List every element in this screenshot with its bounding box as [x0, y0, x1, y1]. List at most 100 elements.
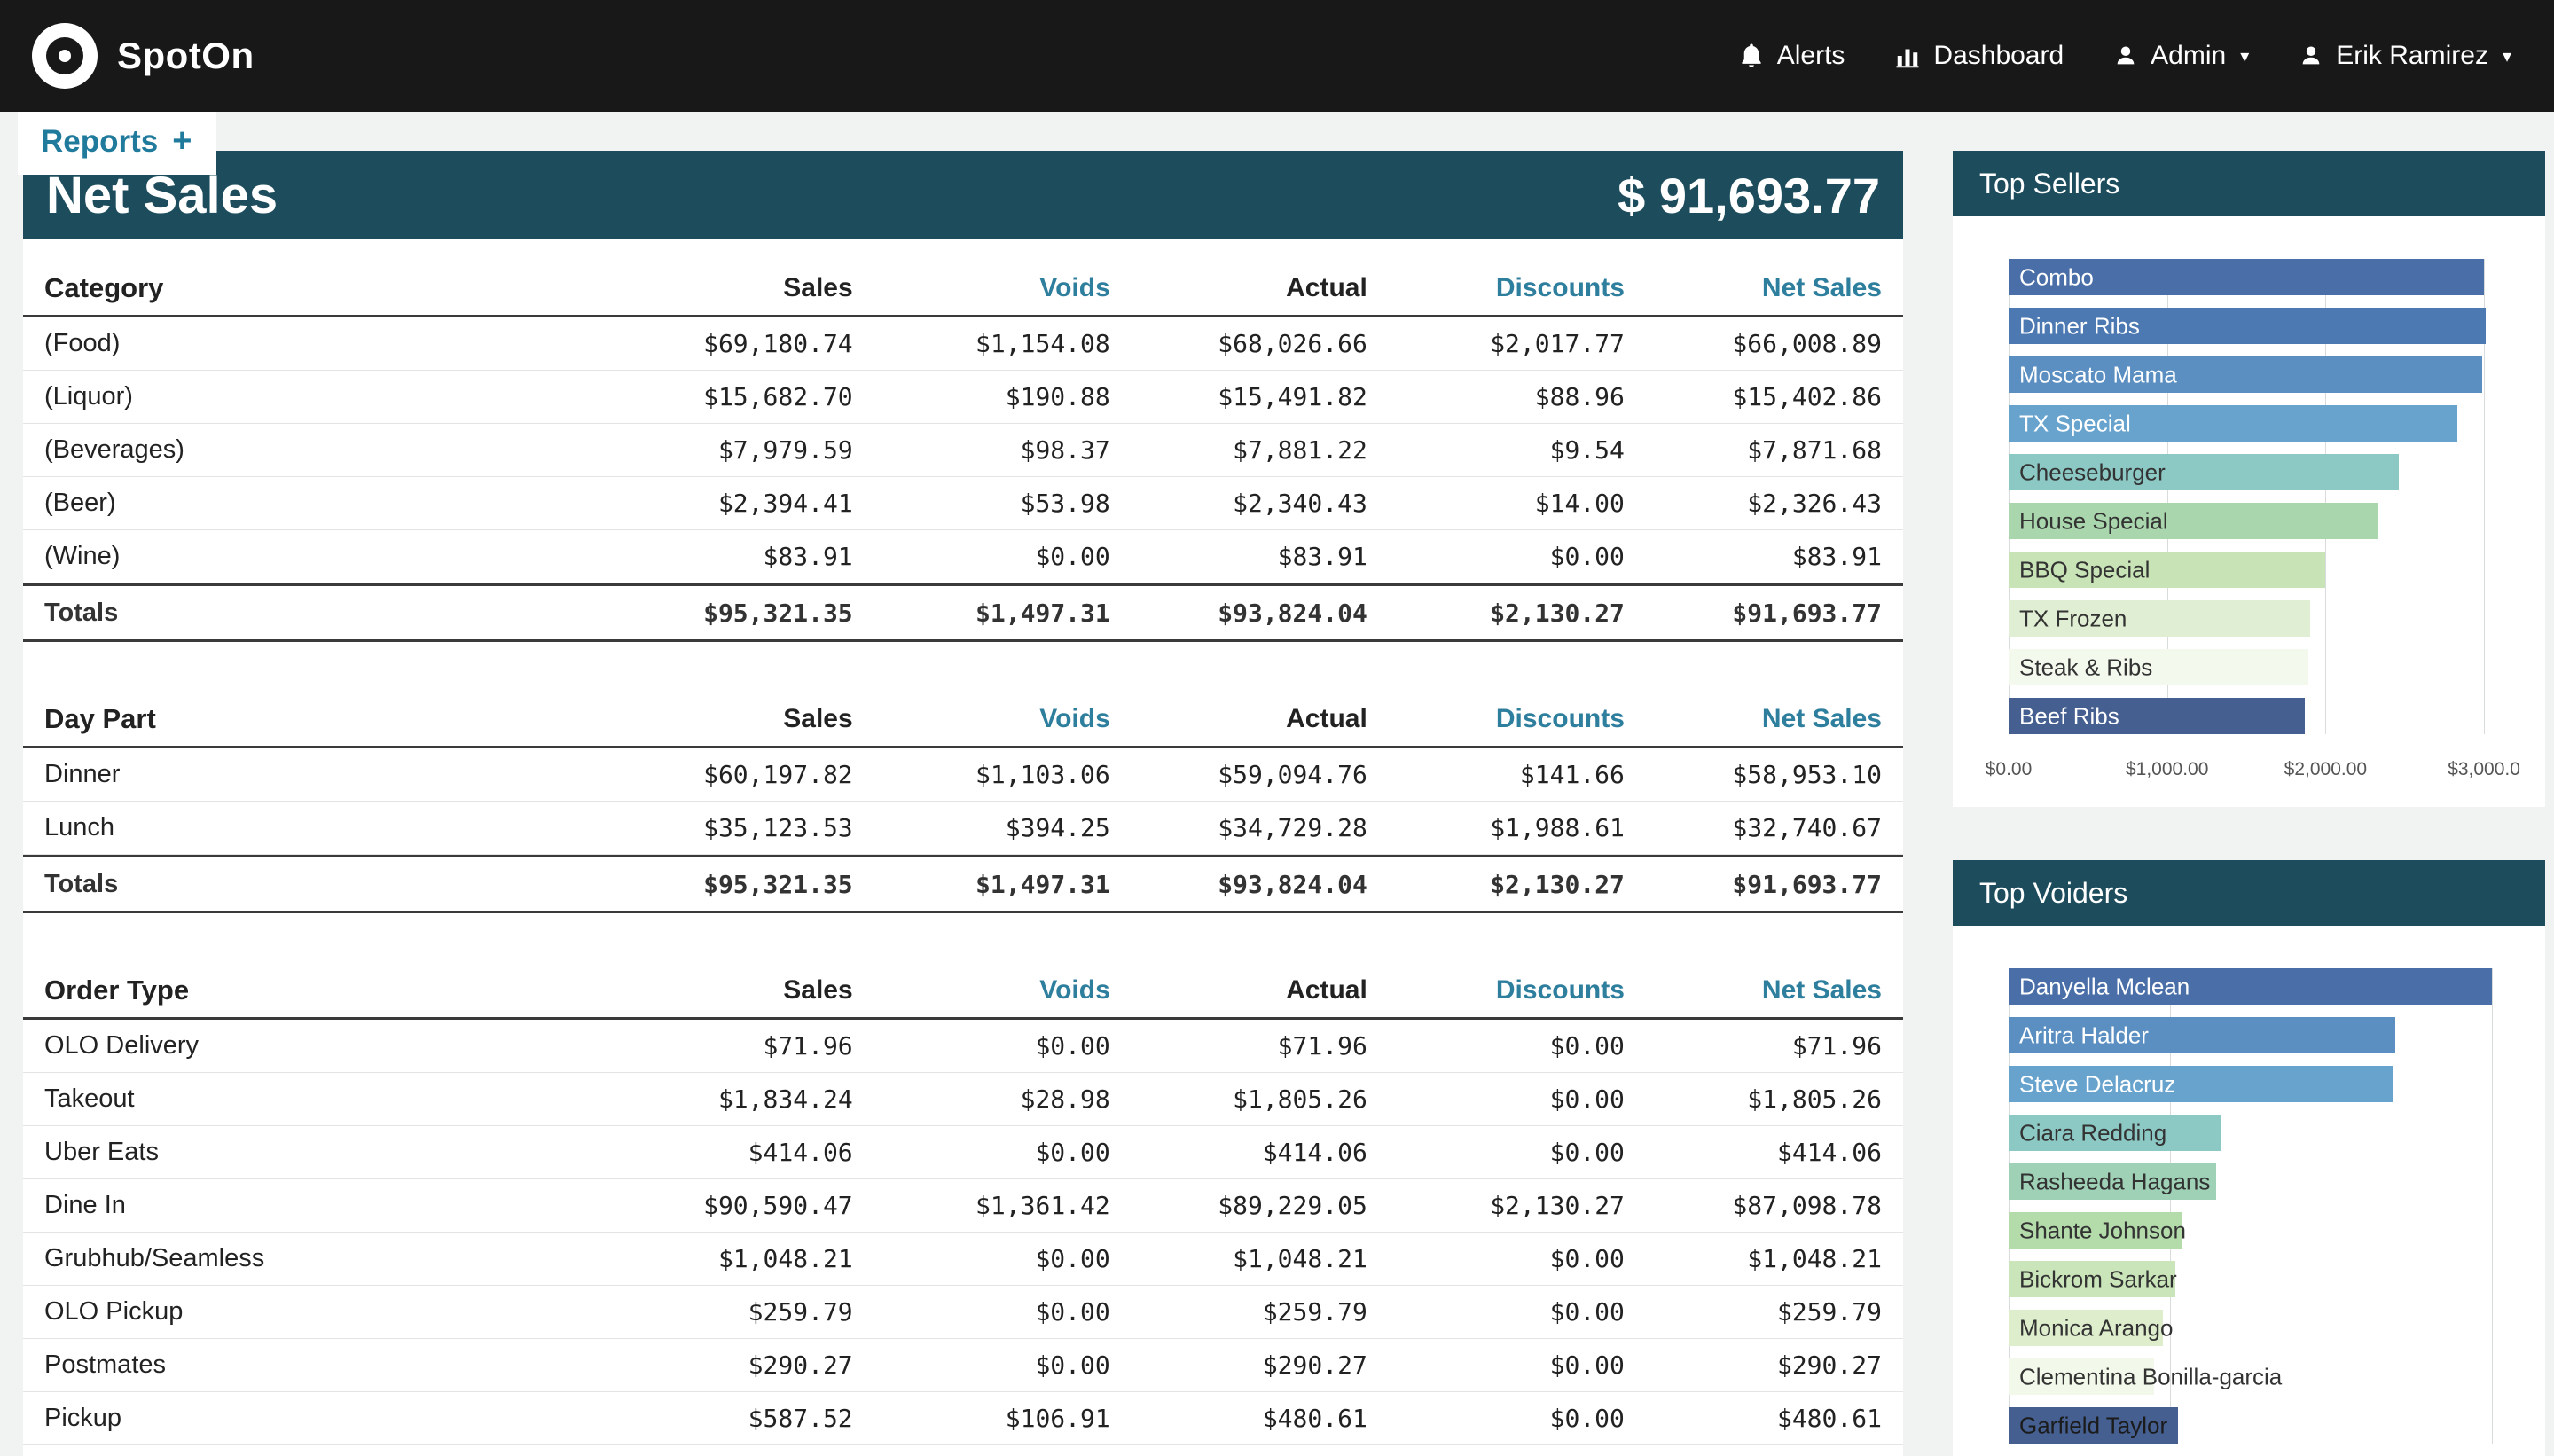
bar-beef-ribs[interactable]	[2009, 698, 2306, 734]
net-sales-total: $ 91,693.77	[1618, 167, 1880, 223]
gridline	[2169, 968, 2171, 1444]
nav-item-user[interactable]: Erik Ramirez ▾	[2299, 41, 2511, 71]
cell-value: $71.96	[1277, 1031, 1367, 1061]
report-header: Net Sales $ 91,693.77	[23, 151, 1903, 239]
totals-label: Totals	[44, 598, 119, 627]
cell-value: $1,805.26	[1747, 1084, 1882, 1114]
bar-label: Steve Delacruz	[2019, 1070, 2176, 1097]
bar-steve-delacruz[interactable]	[2009, 1066, 2393, 1102]
cell-value: $89,229.05	[1218, 1191, 1367, 1220]
cell-value: $69,180.74	[703, 329, 853, 358]
bar-moscato-mama[interactable]	[2009, 356, 2483, 393]
row-label: Uber Eats	[44, 1138, 159, 1166]
totals-value: $2,130.27	[1490, 598, 1625, 628]
nav-item-dashboard[interactable]: Dashboard	[1894, 41, 2064, 71]
cell-value: $0.00	[1035, 1297, 1110, 1327]
bar-cheeseburger[interactable]	[2009, 454, 2399, 490]
cell-value: $259.79	[748, 1297, 853, 1327]
column-header-net-sales[interactable]: Net Sales	[1761, 975, 1882, 1005]
bar-label: Clementina Bonilla-garcia	[2019, 1363, 2283, 1389]
column-header-discounts[interactable]: Discounts	[1495, 703, 1625, 733]
cell-value: $1,048.21	[1233, 1244, 1367, 1273]
row-label: Takeout	[44, 1084, 135, 1113]
bar-shante-johnson[interactable]	[2009, 1212, 2183, 1249]
nav-item-admin[interactable]: Admin ▾	[2113, 41, 2249, 71]
cell-value: $15,491.82	[1218, 382, 1367, 411]
top-voiders-plot: Danyella Mclean Aritra Halder Steve Delacr…	[2009, 968, 2493, 1444]
bar-tx-special[interactable]	[2009, 405, 2457, 442]
bar-row: Ciara Redding	[2009, 1115, 2492, 1151]
cell-value: $60,197.82	[703, 760, 853, 789]
bar-bickrom-sarkar[interactable]	[2009, 1261, 2176, 1297]
sidebar: Top Sellers Combo Dinner Ribs Moscato Mama…	[1953, 151, 2545, 1456]
bar-garfield-taylor[interactable]	[2009, 1407, 2178, 1444]
bar-clementina-bonilla-garcia[interactable]	[2009, 1358, 2154, 1395]
column-header-discounts[interactable]: Discounts	[1495, 975, 1625, 1005]
nav-label: Alerts	[1776, 41, 1845, 70]
bar-rasheeda-hagans[interactable]	[2009, 1163, 2217, 1200]
totals-row: Totals $95,321.35 $1,497.31 $93,824.04 $2,13…	[23, 855, 1903, 913]
cell-value: $1,988.61	[1490, 813, 1625, 842]
bar-label: House Special	[2019, 507, 2168, 534]
axis-tick-label: $3,000.0	[2448, 759, 2520, 779]
bar-row: Bickrom Sarkar	[2009, 1261, 2492, 1297]
bar-house-special[interactable]	[2009, 503, 2378, 539]
column-header-voids[interactable]: Voids	[1039, 703, 1110, 733]
column-header-discounts[interactable]: Discounts	[1495, 272, 1625, 302]
cell-value: $480.61	[1262, 1404, 1367, 1433]
column-header-voids[interactable]: Voids	[1039, 272, 1110, 302]
spoton-logo-icon[interactable]	[32, 23, 98, 89]
bar-combo[interactable]	[2009, 259, 2485, 295]
gridline	[2325, 259, 2327, 734]
cell-value: $35,123.53	[703, 813, 853, 842]
axis-tick-label: $2,000.00	[2284, 759, 2368, 779]
bar-row: Steak & Ribs	[2009, 649, 2492, 685]
cell-value: $15,402.86	[1732, 382, 1882, 411]
plus-icon[interactable]: +	[172, 122, 192, 160]
report-table-category: Category Sales Voids Actual Discounts Net Sal…	[23, 261, 1903, 642]
gridline	[2009, 259, 2010, 734]
bar-monica-arango[interactable]	[2009, 1310, 2164, 1346]
bar-tx-frozen[interactable]	[2009, 600, 2311, 637]
table-header-row: Day Part Sales Voids Actual Discounts Net Sal…	[23, 692, 1903, 748]
cell-value: $480.61	[1776, 1404, 1882, 1433]
column-header-net-sales[interactable]: Net Sales	[1761, 703, 1882, 733]
chevron-down-icon: ▾	[2502, 46, 2511, 67]
cell-value: $88.96	[1534, 382, 1625, 411]
bar-row: Aritra Halder	[2009, 1017, 2492, 1053]
cell-value: $71.96	[1791, 1031, 1882, 1061]
column-header-actual: Actual	[1286, 975, 1367, 1005]
panel-title: Top Sellers	[1979, 167, 2120, 200]
axis-tick-label: $0.00	[1985, 759, 2033, 779]
row-label: Lunch	[44, 813, 115, 842]
bar-aritra-halder[interactable]	[2009, 1017, 2395, 1053]
cell-value: $1,048.21	[1747, 1244, 1882, 1273]
column-header-net-sales[interactable]: Net Sales	[1761, 272, 1882, 302]
row-label: Pickup	[44, 1404, 122, 1432]
bar-label: Danyella Mclean	[2019, 973, 2190, 999]
table-row: OLO Pickup $259.79 $0.00 $259.79 $0.00 $259.7…	[23, 1286, 1903, 1339]
bar-label: Bickrom Sarkar	[2019, 1265, 2177, 1292]
table-row: Dinner $60,197.82 $1,103.06 $59,094.76 $141.…	[23, 748, 1903, 802]
nav-label: Dashboard	[1933, 41, 2064, 70]
bar-row: House Special	[2009, 503, 2492, 539]
bar-ciara-redding[interactable]	[2009, 1115, 2221, 1151]
bar-bbq-special[interactable]	[2009, 552, 2326, 588]
bar-steak-ribs[interactable]	[2009, 649, 2308, 685]
bar-label: TX Frozen	[2019, 605, 2127, 631]
nav-label: Erik Ramirez	[2336, 41, 2488, 70]
bar-label: TX Special	[2019, 410, 2131, 436]
reports-tab[interactable]: Reports +	[18, 112, 217, 175]
cell-value: $68,026.66	[1218, 329, 1367, 358]
nav-item-alerts[interactable]: Alerts	[1738, 41, 1845, 71]
gridline	[2166, 259, 2168, 734]
table-row: Takeout $1,834.24 $28.98 $1,805.26 $0.00 $1,8…	[23, 1073, 1903, 1126]
totals-value: $1,497.31	[975, 869, 1110, 899]
totals-value: $91,693.77	[1732, 869, 1882, 899]
chevron-down-icon: ▾	[2240, 46, 2250, 67]
bar-label: Ciara Redding	[2019, 1119, 2167, 1146]
bar-danyella-mclean[interactable]	[2009, 968, 2492, 1005]
column-header-voids[interactable]: Voids	[1039, 975, 1110, 1005]
cell-value: $83.91	[1277, 542, 1367, 571]
bar-dinner-ribs[interactable]	[2009, 308, 2486, 344]
